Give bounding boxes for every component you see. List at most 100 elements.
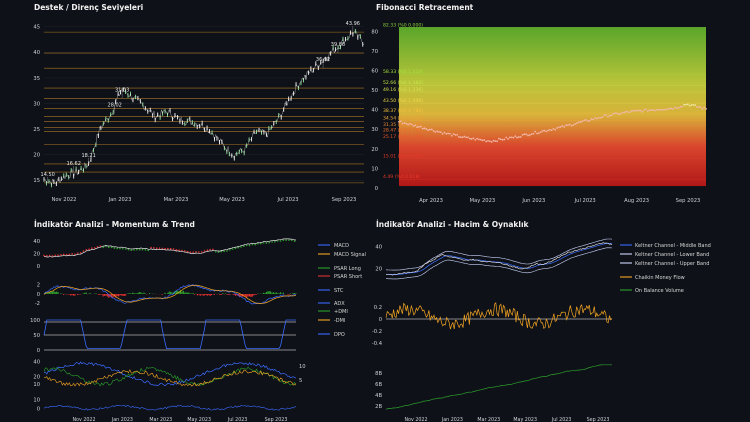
price-point xyxy=(483,139,486,141)
price-point xyxy=(670,107,673,110)
macd-histogram-bar xyxy=(60,293,62,294)
y-tick-label: 60 xyxy=(371,69,378,75)
macd-histogram-bar xyxy=(57,292,59,294)
fib-chart-title: Fibonacci Retracement xyxy=(376,3,474,12)
y-tick-label: 40 xyxy=(33,50,40,56)
psar-point xyxy=(71,253,73,255)
macd-histogram-bar xyxy=(110,294,113,298)
macd-histogram-bar xyxy=(47,292,49,294)
macd-histogram-bar xyxy=(185,292,187,294)
psar-point xyxy=(57,254,59,257)
macd-histogram-bar xyxy=(143,292,145,294)
price-point xyxy=(530,133,533,136)
psar-point xyxy=(254,243,256,246)
price-point xyxy=(677,106,680,109)
macd-histogram-bar xyxy=(225,293,227,294)
volume-plot: 40 20 0.2 0 -0.2 -0.4 8B 6B 4B 2B Nov 2022 Jan 2023… xyxy=(372,238,711,422)
price-point xyxy=(456,133,459,136)
price-point xyxy=(452,133,455,135)
psar-point xyxy=(68,253,71,256)
price-point xyxy=(610,114,613,117)
macd-histogram-bar xyxy=(177,290,179,294)
macd-histogram-bar xyxy=(77,294,79,295)
x-tick-label: Apr 2023 xyxy=(419,198,443,204)
macd-histogram-bar xyxy=(179,290,182,294)
macd-histogram-bar xyxy=(49,291,51,294)
price-point xyxy=(505,136,508,139)
psar-point xyxy=(231,248,234,250)
price-point xyxy=(690,104,693,106)
macd-histogram-bar xyxy=(188,292,190,294)
psar-point xyxy=(181,249,183,252)
price-point xyxy=(665,108,667,111)
price-point xyxy=(643,109,646,111)
price-point xyxy=(401,122,404,125)
price-point xyxy=(421,127,424,130)
price-point xyxy=(503,138,506,141)
price-point xyxy=(512,136,515,139)
macd-histogram-bar xyxy=(46,293,48,294)
macd-histogram-bar xyxy=(167,292,169,294)
price-point xyxy=(481,139,484,142)
psar-point xyxy=(282,239,285,242)
psar-point xyxy=(260,242,262,245)
price-point xyxy=(596,117,598,120)
price-point xyxy=(697,106,700,108)
price-point xyxy=(454,133,457,136)
price-point xyxy=(548,128,551,131)
price-point xyxy=(577,121,580,124)
macd-histogram-bar xyxy=(272,292,275,294)
macd-histogram-bar xyxy=(265,291,268,294)
macd-histogram-bar xyxy=(132,292,134,294)
psar-point xyxy=(102,246,104,249)
price-point xyxy=(479,138,482,141)
macd-histogram-bar xyxy=(184,292,186,294)
y-tick-label: 50 xyxy=(371,88,378,94)
price-point xyxy=(703,106,706,109)
price-point xyxy=(488,140,491,143)
price-point xyxy=(492,139,495,142)
y-tick-label: 30 xyxy=(371,127,378,133)
psar-point xyxy=(85,249,88,251)
x-tick-label: Sep 2023 xyxy=(265,417,288,422)
price-point xyxy=(630,110,633,112)
psar-point xyxy=(124,248,127,250)
psar-point xyxy=(268,241,271,244)
psar-point xyxy=(217,251,220,253)
psar-point xyxy=(243,245,245,248)
price-point xyxy=(552,128,555,130)
annotation-label: 28.02 xyxy=(108,103,122,109)
psar-point xyxy=(276,240,279,242)
psar-point xyxy=(200,251,203,253)
y-tick-label: 20 xyxy=(33,375,40,381)
price-point xyxy=(694,104,697,106)
psar-point xyxy=(141,248,144,251)
y-tick-label: 20 xyxy=(33,251,40,257)
macd-histogram-bar xyxy=(139,291,141,294)
macd-histogram-bar xyxy=(234,294,237,296)
macd-histogram-bar xyxy=(233,294,235,295)
psar-point xyxy=(265,242,268,244)
psar-point xyxy=(107,246,110,249)
psar-point xyxy=(206,249,209,251)
macd-histogram-bar xyxy=(88,293,90,294)
price-point xyxy=(478,138,480,141)
price-point xyxy=(537,132,540,135)
psar-point xyxy=(74,253,76,255)
price-point xyxy=(545,130,548,133)
price-point xyxy=(619,112,622,115)
y-tick-label: 40 xyxy=(375,245,382,251)
price-point xyxy=(541,130,544,132)
price-point xyxy=(603,114,606,117)
macd-histogram-bar xyxy=(288,294,290,295)
psar-point xyxy=(175,249,178,251)
macd-histogram-bar xyxy=(50,291,52,294)
macd-histogram-bar xyxy=(72,294,75,296)
price-point xyxy=(517,136,520,138)
price-point xyxy=(616,112,618,115)
psar-point xyxy=(65,253,68,256)
price-point xyxy=(439,131,442,134)
psar-point xyxy=(226,250,228,252)
fib-level-label: 43.50 (%0.1.000) xyxy=(383,98,423,104)
price-point xyxy=(490,141,493,143)
